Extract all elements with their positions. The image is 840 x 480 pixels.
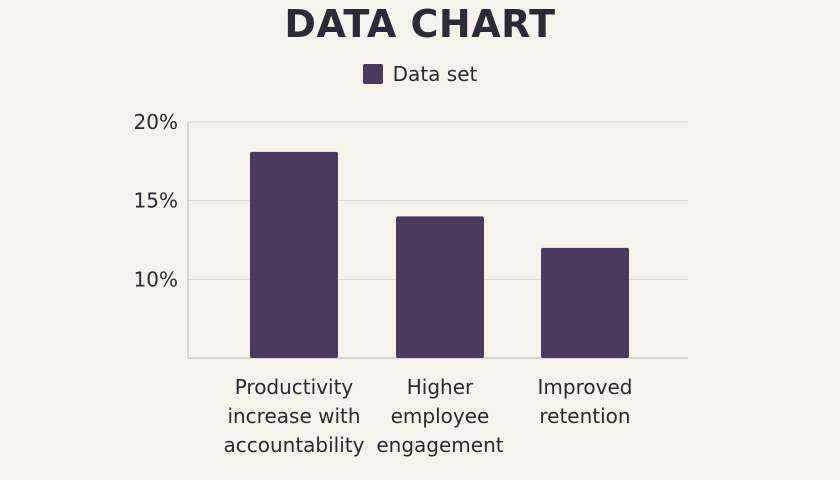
x-tick-label-line: Higher [407,375,474,399]
x-tick-label-line: engagement [376,433,503,457]
x-tick-label: Higher employee engagement [376,375,503,457]
x-tick-label-line: increase with [227,404,360,428]
bar [541,247,629,358]
x-tick-label-line: employee [391,404,490,428]
legend-label: Data set [392,62,478,86]
legend-swatch [362,64,383,84]
bar [250,151,338,358]
y-tick-label: 10% [134,267,178,291]
chart-title: DATA CHART [284,2,556,46]
bar [396,216,484,358]
x-tick-label-line: Productivity [235,375,354,399]
x-tick-label-line: Improved [538,375,633,399]
y-tick-label: 15% [134,189,178,213]
y-tick-label: 20% [134,110,178,134]
x-tick-label-line: accountability [224,433,365,457]
x-tick-label: Productivity increase with accountability [224,375,365,457]
x-tick-label-line: retention [539,404,630,428]
legend: Data set [0,62,840,86]
x-tick-label: Improved retention [538,375,633,428]
